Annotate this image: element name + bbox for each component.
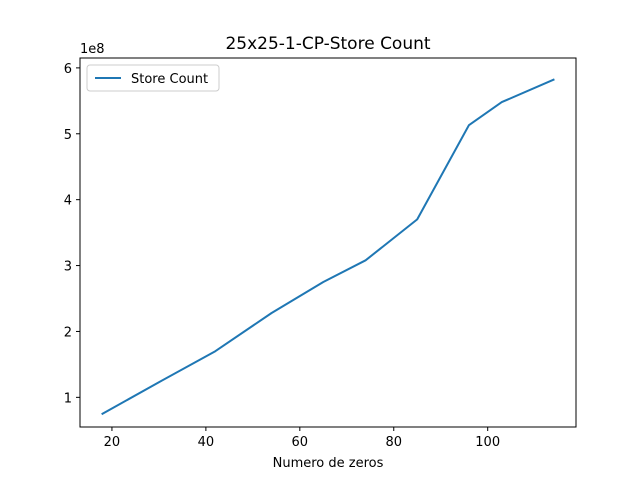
axis-ticks: 20 40 60 80 100 1 2 3 4 5 6 xyxy=(64,62,500,450)
legend: Store Count xyxy=(86,64,220,92)
y-axis-offset-label: 1e8 xyxy=(80,42,105,57)
y-tick-label: 1 xyxy=(64,391,72,406)
x-axis-label: Numero de zeros xyxy=(273,456,384,471)
x-tick-label: 60 xyxy=(292,435,309,450)
y-tick-label: 2 xyxy=(64,325,72,340)
x-tick-label: 80 xyxy=(385,435,402,450)
chart-title: 25x25-1-CP-Store Count xyxy=(225,34,430,54)
legend-label: Store Count xyxy=(131,72,208,87)
y-tick-label: 6 xyxy=(64,62,72,77)
plot-frame xyxy=(79,57,577,428)
plot-area xyxy=(79,57,577,428)
series-line-0 xyxy=(101,78,555,416)
legend-box xyxy=(86,64,220,92)
y-tick-label: 3 xyxy=(64,260,72,275)
y-tick-label: 4 xyxy=(64,194,72,209)
y-tick-label: 5 xyxy=(64,128,72,143)
x-tick-label: 100 xyxy=(475,435,500,450)
x-tick-label: 20 xyxy=(104,435,121,450)
x-tick-label: 40 xyxy=(198,435,215,450)
